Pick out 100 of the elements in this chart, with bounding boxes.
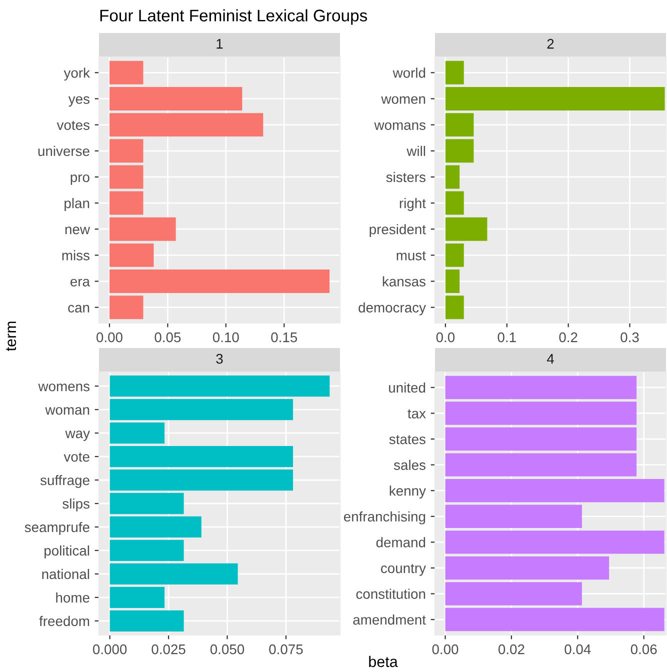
bar (109, 191, 144, 215)
chart-title: 4 (546, 354, 554, 364)
bar (110, 376, 330, 397)
text: Four Latent Feminist Lexical Groups (100, 9, 368, 25)
x-tick-label: 0.04 (564, 644, 591, 654)
bar (110, 492, 184, 514)
x-tick-label: 0.3 (620, 332, 639, 342)
bar (445, 60, 464, 84)
y-tick-label: constitution (356, 588, 426, 599)
y-tick-label: suffrage (40, 475, 90, 488)
bar (445, 165, 460, 189)
y-tick-label: political (44, 545, 90, 558)
bar (110, 586, 165, 608)
x-tick-label: 0.10 (212, 332, 239, 342)
y-tick-label: must (396, 251, 426, 260)
bar (110, 446, 294, 468)
bar (445, 504, 582, 528)
y-tick-label: seamprufe (24, 522, 90, 535)
bar (109, 139, 144, 163)
x-axis-title: beta (369, 656, 398, 668)
chart-title: 1 (216, 39, 223, 49)
bar (109, 217, 176, 241)
bar (445, 243, 464, 267)
y-tick-label: right (400, 198, 426, 211)
x-tick-label: 0.05 (154, 332, 181, 342)
bar (445, 86, 665, 110)
y-tick-label: new (65, 226, 90, 234)
y-tick-label: plan (64, 198, 90, 211)
y-tick-label: freedom (39, 616, 90, 626)
y-tick-label: womens (38, 384, 90, 392)
y-tick-label: universe (38, 146, 90, 156)
bar (109, 296, 144, 320)
bar (445, 608, 664, 632)
y-tick-label: woman (45, 407, 90, 415)
bar (109, 60, 144, 84)
x-tick-label: 0.00 (432, 644, 458, 654)
x-tick-label: 0.075 (269, 644, 303, 654)
x-tick-label: 0.06 (630, 644, 657, 654)
bar (445, 556, 610, 580)
bar (110, 563, 238, 585)
bar (110, 610, 184, 632)
y-tick-label: country (381, 564, 426, 576)
y-tick-label: national (42, 568, 90, 580)
bar (110, 540, 184, 562)
bar (445, 270, 460, 294)
y-tick-label: way (65, 430, 90, 441)
x-tick-label: 0.15 (271, 332, 298, 342)
bar (445, 530, 664, 554)
y-tick-label: states (389, 435, 426, 444)
bar (109, 243, 154, 267)
chart-title: 3 (216, 354, 223, 364)
bar (445, 479, 664, 502)
y-tick-label: pro (70, 174, 90, 185)
y-axis-title: term (6, 322, 16, 352)
bar (445, 376, 637, 400)
y-tick-label: kenny (390, 486, 426, 499)
y-tick-label: president (370, 224, 426, 238)
y-tick-label: slips (62, 498, 90, 512)
bar (110, 422, 165, 444)
y-tick-label: enfranchising (344, 511, 426, 524)
bar (445, 427, 637, 451)
y-tick-label: united (389, 382, 426, 393)
x-tick-label: 0.0 (436, 332, 455, 342)
y-tick-label: sales (394, 460, 426, 470)
bar (110, 469, 294, 491)
x-tick-label: 0.025 (152, 644, 186, 654)
x-tick-label: 0.1 (498, 332, 516, 342)
x-tick-label: 0.050 (210, 644, 244, 654)
bar (445, 296, 464, 320)
y-tick-label: tax (408, 409, 426, 418)
bar (109, 270, 330, 294)
y-tick-label: era (70, 278, 90, 286)
bar (110, 516, 202, 538)
y-tick-label: world (392, 68, 426, 78)
y-tick-label: amendment (353, 614, 426, 625)
y-tick-label: womans (374, 122, 426, 130)
bar (445, 113, 474, 137)
bar (445, 582, 582, 606)
x-tick-label: 0.000 (92, 644, 127, 654)
bar (109, 165, 144, 189)
bar (445, 453, 637, 476)
bar (445, 402, 637, 425)
bar (110, 399, 294, 420)
x-tick-label: 0.00 (96, 332, 122, 342)
y-tick-label: will (406, 146, 426, 156)
y-tick-label: votes (56, 120, 90, 130)
y-tick-label: democracy (358, 302, 426, 316)
y-tick-label: miss (62, 250, 90, 260)
y-tick-label: vote (64, 452, 90, 462)
bar (445, 191, 464, 215)
x-tick-label: 0.02 (498, 644, 524, 654)
x-tick-label: 0.2 (559, 332, 578, 342)
bar (445, 139, 474, 163)
y-tick-label: home (56, 592, 90, 603)
y-tick-label: york (64, 68, 90, 81)
y-tick-label: women (381, 96, 426, 104)
bar (445, 217, 488, 241)
bar (109, 86, 242, 110)
y-tick-label: sisters (386, 172, 426, 182)
y-tick-label: demand (376, 537, 426, 548)
